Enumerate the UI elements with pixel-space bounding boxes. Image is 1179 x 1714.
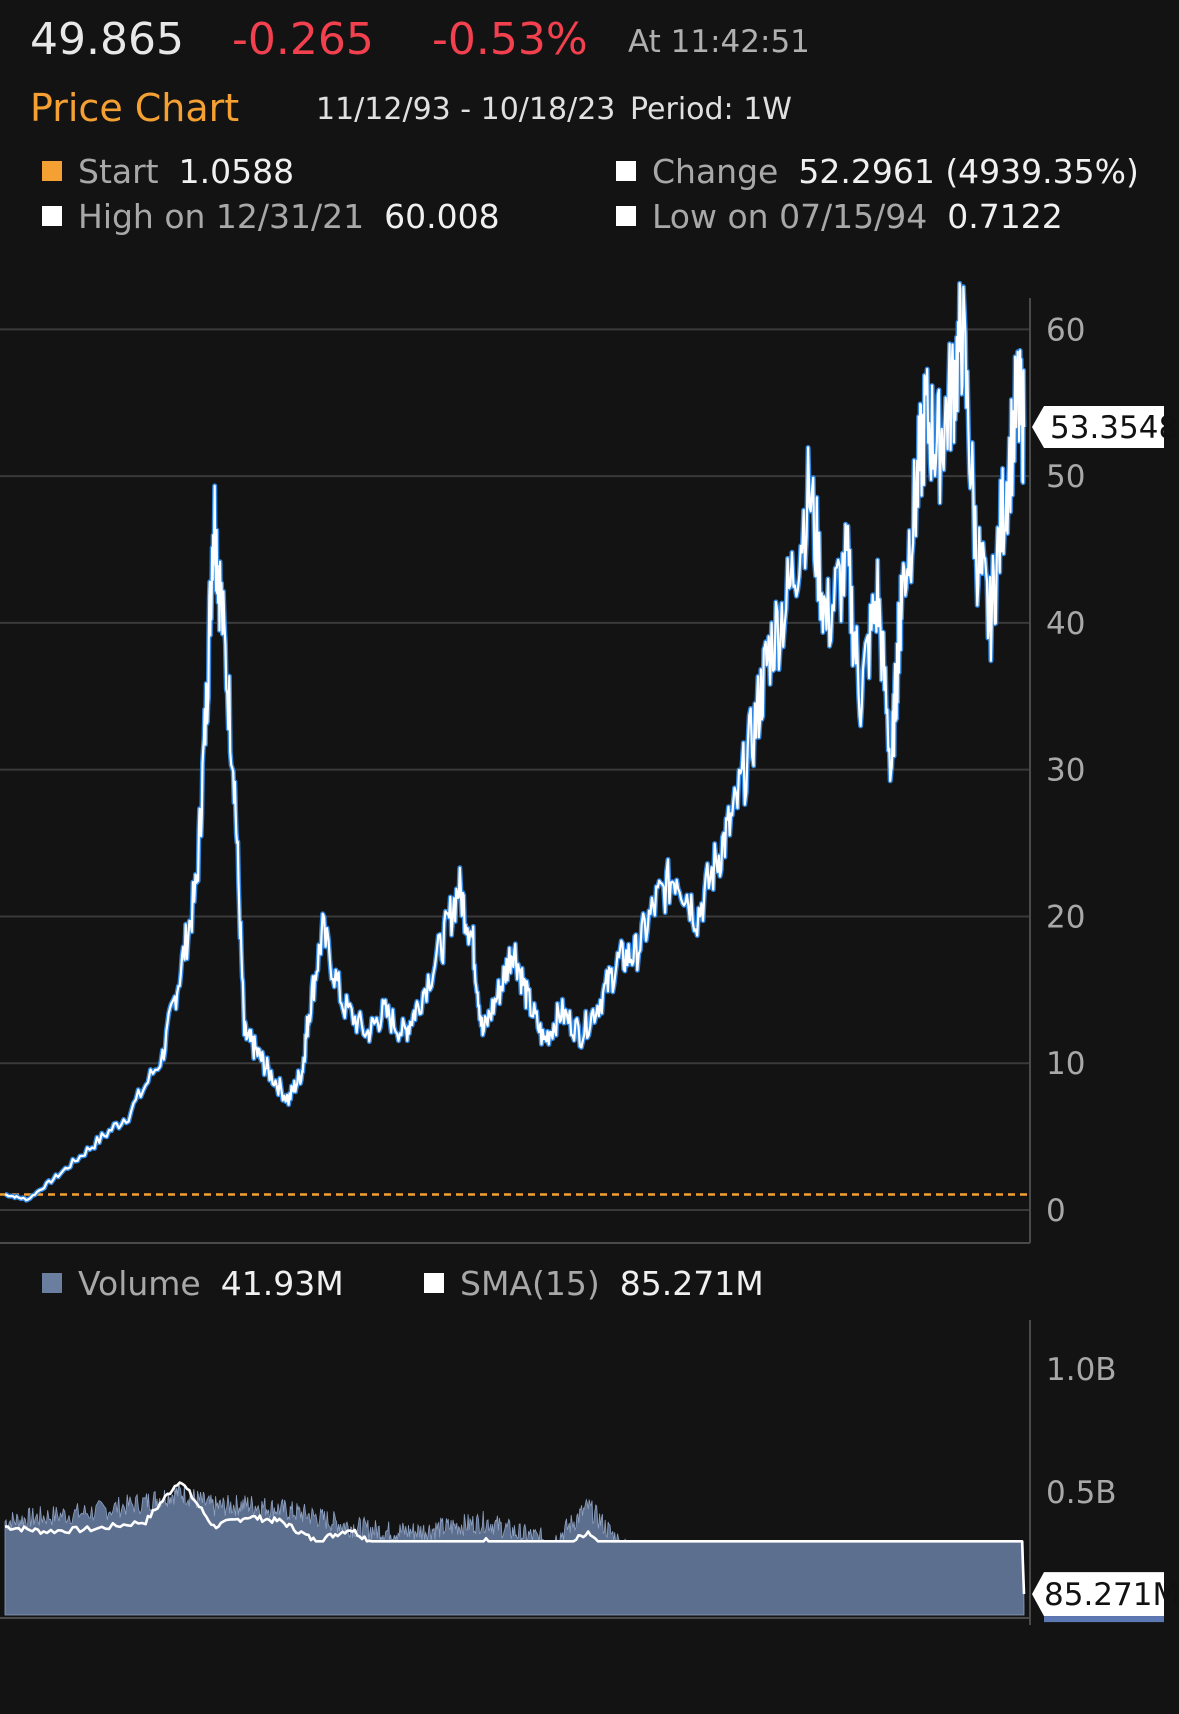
stat-change-value: 52.2961 (4939.35%) [798,152,1139,191]
price-grid [0,328,1030,1211]
sma-series [4,1481,1026,1595]
last-price-tag-label: 53.3548 [1050,410,1178,446]
sma-legend-label: SMA(15) [460,1264,600,1303]
price-y-tick-label: 10 [1046,1046,1085,1082]
volume-tag-underline [1044,1616,1164,1623]
price-y-tick-label: 30 [1046,753,1085,789]
sma-legend-value: 85.271M [619,1264,764,1303]
stat-low-label: Low on 07/15/94 [652,197,928,236]
stat-start: Start 1.0588 [42,152,294,191]
stat-low: Low on 07/15/94 0.7122 [616,197,1063,236]
stat-change: Change 52.2961 (4939.35%) [616,152,1139,191]
last-price-tag-shape [1032,405,1164,448]
percent-change: -0.53% [432,14,588,65]
high-swatch-icon [42,206,62,226]
volume-area [4,1482,1025,1616]
stat-low-value: 0.7122 [947,197,1063,236]
sma-tag-shape [1032,1572,1164,1617]
last-sma-tag: 85.271M [1032,1572,1179,1623]
sma-legend: SMA(15) 85.271M [424,1264,764,1303]
quote-time: At 11:42:51 [628,24,810,60]
price-y-tick-label: 40 [1046,606,1085,642]
volume-series [4,1482,1025,1616]
date-range[interactable]: 11/12/93 - 10/18/23 [316,92,616,127]
volume-swatch-icon [42,1273,62,1293]
price-y-tick-label: 20 [1046,899,1085,935]
volume-y-tick-label: 1.0B [1046,1352,1117,1388]
stat-start-value: 1.0588 [178,152,295,191]
price-y-tick-label: 50 [1046,459,1085,495]
stat-start-label: Start [78,152,159,191]
sma-line [4,1481,1026,1595]
last-price: 49.865 [30,14,184,65]
volume-legend: Volume 41.93M [42,1264,344,1303]
stat-high: High on 12/31/21 60.008 [42,197,500,236]
volume-y-tick-label: 0.5B [1046,1475,1117,1511]
start-swatch-icon [42,161,62,181]
last-price-tag: 53.3548 [1032,405,1178,448]
stat-change-label: Change [652,152,779,191]
stat-high-label: High on 12/31/21 [78,197,365,236]
price-series [4,280,1027,1203]
low-swatch-icon [616,206,636,226]
volume-y-axis: 0.5B 1.0B [0,1320,1117,1625]
volume-legend-label: Volume [78,1264,201,1303]
sma-tag-label: 85.271M [1044,1577,1179,1613]
price-y-tick-label: 0 [1046,1193,1066,1229]
price-y-axis: 0 10 20 30 40 50 60 [0,298,1085,1244]
net-change: -0.265 [232,14,374,65]
price-y-tick-label: 60 [1046,312,1085,348]
period-selector[interactable]: Period: 1W [630,92,792,127]
price-line [4,282,1026,1202]
change-swatch-icon [616,161,636,181]
chart-title: Price Chart [30,86,240,130]
sma-swatch-icon [424,1273,444,1293]
volume-legend-value: 41.93M [220,1264,344,1303]
stat-high-value: 60.008 [384,197,500,236]
